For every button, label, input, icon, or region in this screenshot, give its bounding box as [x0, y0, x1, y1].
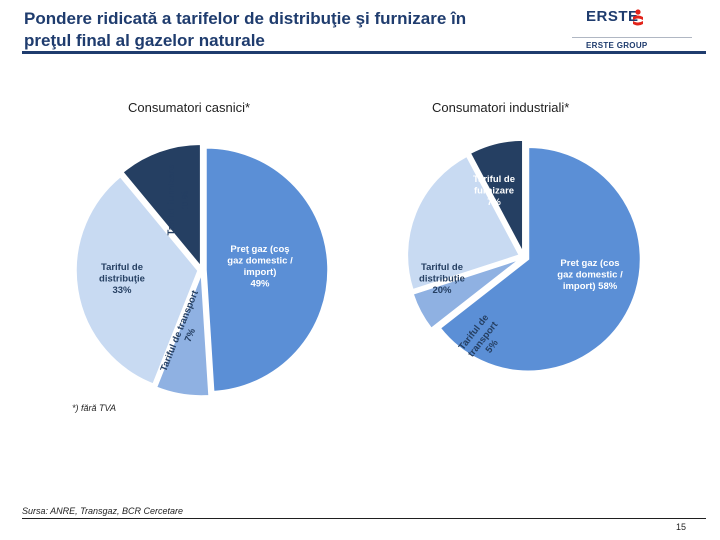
slice-label-line: 20%	[432, 285, 452, 296]
slice-label-distributie: Tariful de distribuţie 20%	[419, 262, 465, 296]
slice-label-line: Tariful de	[101, 262, 143, 273]
footer-divider	[22, 518, 706, 519]
slice-label-line: Preţ gaz (coş	[230, 244, 289, 255]
footnote: *) fără TVA	[72, 403, 117, 413]
page-title: Pondere ridicată a tarifelor de distribu…	[24, 8, 564, 52]
slice-label-line: gaz domestic /	[227, 256, 293, 267]
slice-label-furnizare: Tariful de furnizare 7%	[473, 174, 515, 208]
pie-slice-distributie	[75, 175, 199, 386]
erste-s-icon	[633, 9, 643, 26]
logo-wordmark: ERSTE	[586, 8, 639, 25]
pie-slice-distributie	[406, 155, 521, 291]
slice-label-line: import) 58%	[563, 281, 618, 292]
slice-label-distributie: Tariful de distribuţie 33%	[99, 262, 145, 296]
logo-group-text: ERSTE GROUP	[586, 41, 648, 50]
slice-label-line: Tariful de	[473, 174, 515, 185]
pie-slice-transport	[412, 258, 521, 330]
slice-label-line: import)	[244, 267, 277, 278]
pie-slice-furnizare	[469, 139, 524, 253]
source-note: Sursa: ANRE, Transgaz, BCR Cercetare	[22, 506, 184, 516]
page-number: 15	[676, 522, 687, 532]
slice-label-line: furnizare	[474, 186, 514, 197]
pie-slice-furnizare	[121, 143, 202, 269]
slice-label-line: 7%	[487, 197, 501, 208]
pie-slice-pret-gaz	[205, 147, 329, 393]
slice-label-line: distribuţie	[99, 274, 145, 285]
chart-title-casnici: Consumatori casnici*	[128, 100, 251, 115]
logo-divider	[572, 37, 692, 38]
page-title-line-2: preţul final al gazelor naturale	[24, 31, 265, 50]
slice-label-line: 49%	[250, 279, 270, 290]
slice-label-line: distribuţie	[419, 274, 465, 285]
title-divider	[22, 51, 706, 54]
erste-logo: ERSTE ERSTE GROUP	[572, 4, 692, 50]
slice-label-line: 11%	[180, 190, 191, 209]
slice-label-line: Tariful furnizare	[166, 164, 177, 235]
pie-slice-transport	[155, 273, 210, 397]
slice-label-furnizare: Tariful furnizare 11%	[166, 164, 191, 235]
slice-label-line: Pret gaz (cos	[560, 258, 619, 269]
page-title-line-1: Pondere ridicată a tarifelor de distribu…	[24, 9, 467, 28]
slice-label-pret-gaz: Pret gaz (cos gaz domestic / import) 58%	[557, 258, 623, 292]
slice-label-line: gaz domestic /	[557, 270, 623, 281]
pie-chart-casnici: Preţ gaz (coş gaz domestic / import) 49% Tar…	[75, 143, 329, 397]
slice-label-line: 7%	[183, 326, 199, 343]
pie-slice-pret-gaz	[439, 146, 642, 372]
chart-title-industriali: Consumatori industriali*	[432, 100, 570, 115]
pie-chart-industriali: Pret gaz (cos gaz domestic / import) 58% Ta…	[406, 139, 642, 372]
slice-label-line: Tariful de	[421, 262, 463, 273]
slice-label-pret-gaz: Preţ gaz (coş gaz domestic / import) 49%	[227, 244, 293, 290]
slice-label-line: 33%	[112, 285, 132, 296]
